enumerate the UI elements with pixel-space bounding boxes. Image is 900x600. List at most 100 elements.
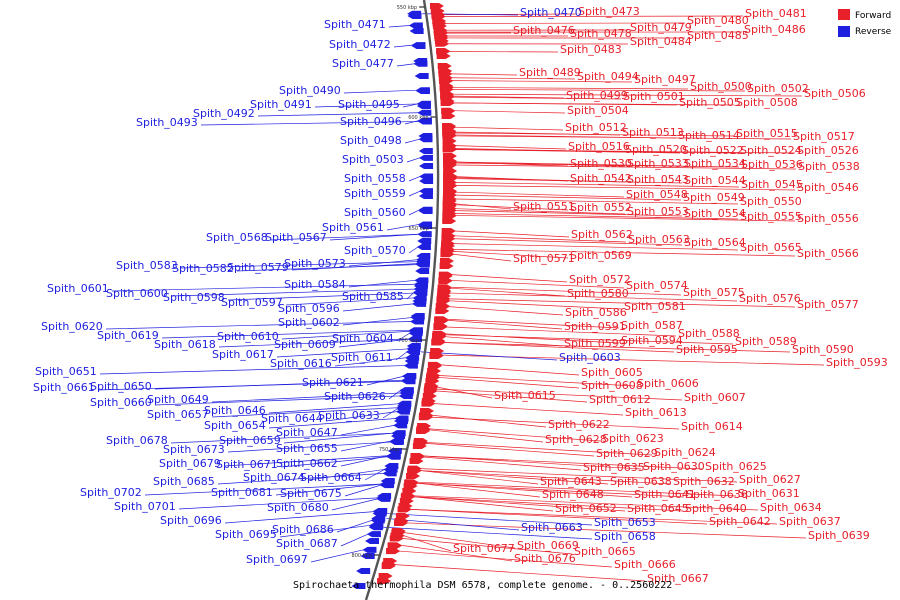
forward-gene-label[interactable]: Spith_0643 — [540, 475, 602, 488]
reverse-gene-label[interactable]: Spith_0619 — [97, 329, 159, 342]
forward-gene-label[interactable]: Spith_0580 — [567, 287, 629, 300]
forward-gene-label[interactable]: Spith_0625 — [705, 460, 767, 473]
forward-gene-label[interactable]: Spith_0608 — [581, 379, 643, 392]
reverse-gene-label[interactable]: Spith_0644 — [261, 412, 323, 425]
reverse-gene-label[interactable]: Spith_0603 — [559, 351, 621, 364]
reverse-gene-label[interactable]: Spith_0472 — [329, 38, 391, 51]
reverse-gene-label[interactable]: Spith_0649 — [147, 393, 209, 406]
forward-gene-label[interactable]: Spith_0481 — [745, 7, 807, 20]
forward-gene-label[interactable]: Spith_0593 — [826, 356, 888, 369]
forward-gene-label[interactable]: Spith_0513 — [622, 126, 684, 139]
reverse-gene-label[interactable]: Spith_0490 — [279, 84, 341, 97]
forward-gene-label[interactable]: Spith_0569 — [570, 249, 632, 262]
forward-gene-label[interactable]: Spith_0631 — [738, 487, 800, 500]
forward-gene-label[interactable]: Spith_0640 — [685, 502, 747, 515]
reverse-gene-label[interactable]: Spith_0697 — [246, 553, 308, 566]
forward-gene-label[interactable]: Spith_0530 — [570, 157, 632, 170]
reverse-gene-label[interactable]: Spith_0585 — [342, 290, 404, 303]
reverse-gene-label[interactable]: Spith_0658 — [594, 530, 656, 543]
forward-gene-label[interactable]: Spith_0550 — [740, 195, 802, 208]
reverse-gene-label[interactable]: Spith_0701 — [114, 500, 176, 513]
forward-gene-label[interactable]: Spith_0505 — [679, 96, 741, 109]
reverse-gene-label[interactable]: Spith_0616 — [270, 357, 332, 370]
reverse-gene-label[interactable]: Spith_0633 — [318, 409, 380, 422]
reverse-gene-label[interactable]: Spith_0687 — [276, 537, 338, 550]
reverse-gene-label[interactable]: Spith_0620 — [41, 320, 103, 333]
forward-gene-label[interactable]: Spith_0622 — [548, 418, 610, 431]
forward-gene-label[interactable]: Spith_0632 — [673, 475, 735, 488]
forward-gene-label[interactable]: Spith_0534 — [684, 157, 746, 170]
reverse-gene-label[interactable]: Spith_0597 — [221, 296, 283, 309]
reverse-gene-label[interactable]: Spith_0582 — [172, 262, 234, 275]
reverse-gene-label[interactable]: Spith_0647 — [276, 426, 338, 439]
forward-gene-label[interactable]: Spith_0562 — [571, 228, 633, 241]
forward-gene-label[interactable]: Spith_0508 — [736, 96, 798, 109]
forward-gene-label[interactable]: Spith_0623 — [602, 432, 664, 445]
forward-gene-label[interactable]: Spith_0517 — [793, 130, 855, 143]
forward-gene-label[interactable]: Spith_0486 — [744, 23, 806, 36]
reverse-gene-label[interactable]: Spith_0696 — [160, 514, 222, 527]
reverse-gene-label[interactable]: Spith_0660 — [90, 396, 152, 409]
forward-gene-label[interactable]: Spith_0489 — [519, 66, 581, 79]
forward-gene-label[interactable]: Spith_0669 — [517, 539, 579, 552]
forward-gene-label[interactable]: Spith_0543 — [627, 173, 689, 186]
reverse-gene-label[interactable]: Spith_0558 — [344, 172, 406, 185]
forward-gene-label[interactable]: Spith_0641 — [634, 488, 696, 501]
reverse-gene-label[interactable]: Spith_0678 — [106, 434, 168, 447]
forward-gene-label[interactable]: Spith_0676 — [514, 552, 576, 565]
reverse-gene-label[interactable]: Spith_0626 — [324, 390, 386, 403]
forward-gene-label[interactable]: Spith_0480 — [687, 14, 749, 27]
forward-gene-label[interactable]: Spith_0515 — [736, 127, 798, 140]
reverse-gene-label[interactable]: Spith_0661 — [33, 381, 95, 394]
forward-gene-label[interactable]: Spith_0566 — [797, 247, 859, 260]
reverse-gene-label[interactable]: Spith_0679 — [159, 457, 221, 470]
forward-gene-label[interactable]: Spith_0574 — [626, 279, 688, 292]
forward-gene-label[interactable]: Spith_0642 — [709, 515, 771, 528]
reverse-gene-label[interactable]: Spith_0653 — [594, 516, 656, 529]
forward-gene-label[interactable]: Spith_0576 — [739, 292, 801, 305]
forward-gene-label[interactable]: Spith_0589 — [735, 335, 797, 348]
forward-gene-label[interactable]: Spith_0494 — [577, 70, 639, 83]
forward-gene-label[interactable]: Spith_0504 — [567, 104, 629, 117]
reverse-gene-label[interactable]: Spith_0650 — [90, 380, 152, 393]
reverse-gene-label[interactable]: Spith_0477 — [332, 57, 394, 70]
forward-gene-label[interactable]: Spith_0639 — [808, 529, 870, 542]
reverse-gene-label[interactable]: Spith_0498 — [340, 134, 402, 147]
forward-gene-label[interactable]: Spith_0591 — [564, 320, 626, 333]
reverse-gene-label[interactable]: Spith_0583 — [116, 259, 178, 272]
reverse-gene-label[interactable]: Spith_0673 — [163, 443, 225, 456]
forward-gene-label[interactable]: Spith_0575 — [683, 286, 745, 299]
forward-gene-label[interactable]: Spith_0500 — [690, 80, 752, 93]
forward-gene-label[interactable]: Spith_0665 — [574, 545, 636, 558]
reverse-gene-label[interactable]: Spith_0495 — [338, 98, 400, 111]
reverse-gene-label[interactable]: Spith_0681 — [211, 486, 273, 499]
forward-gene-label[interactable]: Spith_0648 — [542, 488, 604, 501]
reverse-gene-label[interactable]: Spith_0675 — [280, 487, 342, 500]
forward-gene-label[interactable]: Spith_0607 — [684, 391, 746, 404]
forward-gene-label[interactable]: Spith_0563 — [628, 233, 690, 246]
forward-gene-label[interactable]: Spith_0590 — [792, 343, 854, 356]
forward-gene-label[interactable]: Spith_0628 — [545, 433, 607, 446]
forward-gene-label[interactable]: Spith_0551 — [513, 200, 575, 213]
reverse-gene-label[interactable]: Spith_0573 — [284, 257, 346, 270]
forward-gene-label[interactable]: Spith_0586 — [565, 306, 627, 319]
reverse-gene-label[interactable]: Spith_0609 — [274, 338, 336, 351]
forward-gene-label[interactable]: Spith_0552 — [570, 201, 632, 214]
forward-gene-label[interactable]: Spith_0548 — [626, 188, 688, 201]
reverse-gene-label[interactable]: Spith_0570 — [344, 244, 406, 257]
forward-gene-label[interactable]: Spith_0478 — [570, 27, 632, 40]
forward-gene-label[interactable]: Spith_0564 — [684, 236, 746, 249]
reverse-gene-label[interactable]: Spith_0685 — [153, 475, 215, 488]
forward-gene-label[interactable]: Spith_0624 — [654, 446, 716, 459]
forward-gene-label[interactable]: Spith_0556 — [797, 212, 859, 225]
reverse-gene-label[interactable]: Spith_0470 — [520, 6, 582, 19]
forward-gene-label[interactable]: Spith_0635 — [583, 461, 645, 474]
forward-gene-label[interactable]: Spith_0571 — [513, 252, 575, 265]
forward-gene-label[interactable]: Spith_0554 — [684, 207, 746, 220]
forward-gene-label[interactable]: Spith_0536 — [741, 158, 803, 171]
forward-gene-label[interactable]: Spith_0666 — [614, 558, 676, 571]
forward-gene-label[interactable]: Spith_0565 — [740, 241, 802, 254]
reverse-gene-label[interactable]: Spith_0702 — [80, 486, 142, 499]
forward-gene-label[interactable]: Spith_0512 — [565, 121, 627, 134]
forward-gene-label[interactable]: Spith_0630 — [643, 460, 705, 473]
